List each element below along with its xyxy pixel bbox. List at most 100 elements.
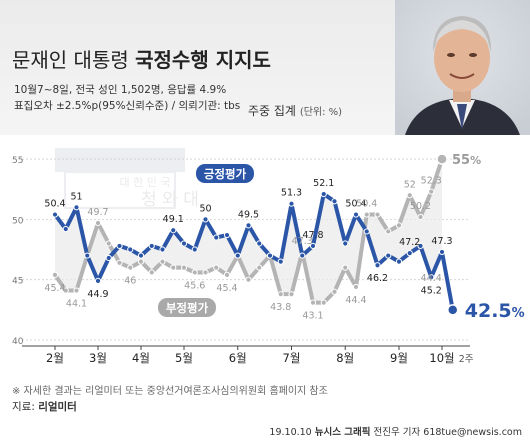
negative-point — [395, 222, 403, 229]
negative-point — [170, 264, 177, 271]
positive-point — [299, 252, 306, 259]
positive-point — [148, 242, 155, 250]
unit-main: 주중 집계 — [248, 104, 296, 118]
negative-data-label: 49.7 — [87, 207, 108, 218]
positive-point — [94, 277, 102, 284]
final-negative-value: 55% — [452, 153, 481, 168]
x-tick-label: 10월 — [429, 351, 454, 365]
positive-point — [256, 240, 263, 247]
watermark: 대 한 민 국 청 와 대 — [55, 148, 199, 210]
negative-point — [223, 271, 231, 278]
negative-point — [277, 291, 284, 298]
error-info: 표집오차 ±2.5%p(95%신뢰수준) / 의뢰기관: tbs — [14, 100, 241, 112]
negative-data-label: 46 — [124, 276, 136, 287]
last-week-label: 2주 — [459, 354, 474, 365]
positive-point — [73, 204, 80, 211]
positive-data-label: 52.1 — [313, 178, 334, 189]
series-tag-bg — [196, 164, 254, 183]
title-normal: 문재인 대통령 — [12, 48, 129, 72]
negative-data-label: 45.4 — [216, 283, 237, 294]
positive-point — [406, 250, 413, 257]
positive-point — [447, 304, 459, 316]
source-value: 리얼미터 — [38, 401, 77, 413]
positive-data-label: 47.2 — [399, 237, 420, 248]
positive-data-label: 45.2 — [421, 285, 442, 296]
positive-point — [342, 240, 349, 247]
negative-data-label: 43.8 — [270, 302, 291, 313]
y-tick-label: 55 — [12, 156, 23, 166]
positive-point — [428, 274, 435, 281]
positive-point — [223, 231, 231, 239]
positive-point — [234, 252, 241, 259]
series-tag-label: 부정평가 — [166, 301, 209, 315]
negative-point — [406, 192, 413, 199]
credit-author: 전진우 기자 618tue@newsis.com — [373, 427, 522, 438]
negative-data-label: 43.1 — [302, 311, 323, 322]
page-title: 문재인 대통령 국정수행 지지도 — [12, 44, 271, 73]
negative-point — [105, 240, 112, 247]
final-negative-unit: % — [470, 154, 481, 167]
negative-point — [342, 264, 349, 271]
x-tick-label: 4월 — [132, 351, 150, 365]
negative-point — [51, 271, 59, 278]
negative-data-label: 45.4 — [44, 283, 65, 294]
negative-point — [309, 299, 317, 306]
positive-point — [116, 242, 123, 250]
credit-date: 19.10.10 — [269, 427, 312, 438]
credit: 19.10.10 뉴시스 그래픽 전진우 기자 618tue@newsis.co… — [269, 424, 522, 438]
negative-data-label: 44.4 — [421, 273, 442, 284]
x-axis: 2월 3월 4월 5월 6월 7월 8월 9월 10월 2주 — [22, 345, 474, 365]
source: 지료: 리얼미터 — [12, 399, 77, 414]
negative-point — [116, 259, 123, 266]
positive-data-label: 49.1 — [163, 214, 184, 225]
negative-series — [51, 153, 448, 306]
y-tick-label: 50 — [12, 216, 24, 226]
final-positive-value: 42.5% — [465, 300, 525, 322]
negative-point — [256, 264, 263, 271]
x-tick-label: 5월 — [175, 351, 193, 365]
positive-data-label: 49.5 — [238, 209, 259, 220]
positive-point — [331, 198, 338, 205]
negative-point — [180, 264, 188, 271]
survey-info: 10월7~8일, 전국 성인 1,502명, 응답률 4.9% — [14, 84, 227, 96]
negative-point — [202, 269, 209, 276]
x-tick-label: 2월 — [46, 351, 64, 365]
positive-point — [438, 248, 446, 256]
negative-data-label: 44.4 — [345, 295, 366, 306]
x-tick-label: 9월 — [390, 351, 408, 365]
negative-data-label: 50.4 — [356, 199, 377, 210]
positive-data-label: 47.8 — [302, 230, 323, 241]
negative-point — [385, 228, 392, 235]
positive-point — [352, 211, 360, 218]
positive-point — [417, 242, 424, 250]
positive-point — [309, 242, 317, 250]
unit-label: 주중 집계 (단위: %) — [248, 102, 342, 119]
credit-org: 뉴시스 그래픽 — [314, 427, 371, 438]
title-bold: 국정수행 지지도 — [135, 48, 271, 72]
negative-point — [73, 287, 80, 294]
positive-point — [277, 258, 284, 265]
positive-data-label: 47.3 — [431, 236, 452, 247]
negative-data-label: 52.3 — [421, 176, 442, 187]
positive-series — [51, 190, 459, 316]
negative-point — [62, 287, 69, 294]
negative-data-label: 44.1 — [66, 299, 87, 310]
negative-point — [374, 211, 381, 218]
x-tick-label: 3월 — [89, 351, 107, 365]
y-tick-label: 45 — [12, 277, 23, 287]
positive-point — [137, 252, 145, 259]
positive-point — [127, 246, 134, 253]
positive-point — [191, 246, 198, 253]
positive-point — [51, 211, 59, 218]
negative-point — [137, 258, 145, 265]
negative-point — [148, 269, 155, 276]
series-tag-label: 긍정평가 — [204, 167, 247, 181]
positive-data-label: 50.4 — [44, 199, 65, 210]
negative-data-label: 52 — [404, 179, 416, 190]
positive-point — [84, 252, 91, 259]
positive-point — [202, 216, 209, 223]
negative-point — [127, 264, 134, 271]
negative-point — [428, 188, 435, 195]
